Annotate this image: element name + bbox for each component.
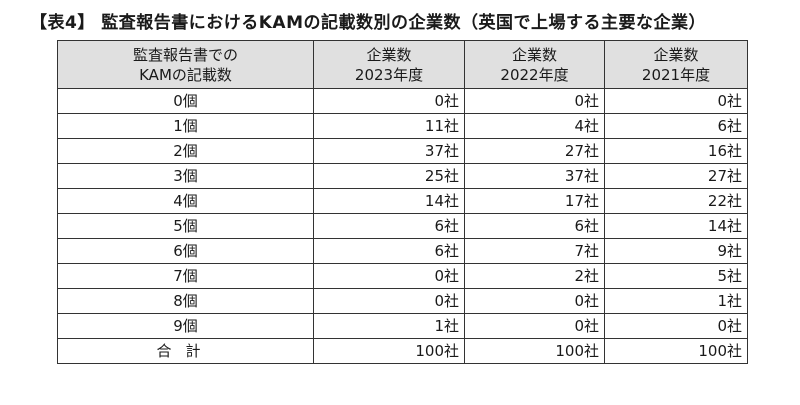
- cell-2021: 6社: [604, 113, 748, 139]
- cell-2022: 17社: [464, 188, 605, 214]
- table-row: 7個 0社 2社 5社: [57, 263, 748, 289]
- row-label: 2個: [57, 138, 314, 164]
- header-2022-line1: 企業数: [511, 45, 557, 64]
- row-label: 9個: [57, 313, 314, 339]
- cell-2022: 2社: [464, 263, 605, 289]
- header-2023: 企業数 2023年度: [313, 40, 465, 89]
- row-label: 8個: [57, 288, 314, 314]
- table-row: 4個 14社 17社 22社: [57, 188, 748, 214]
- header-2023-line1: 企業数: [366, 45, 412, 64]
- cell-2022: 4社: [464, 113, 605, 139]
- cell-2023: 0社: [313, 288, 465, 314]
- cell-2022: 37社: [464, 163, 605, 189]
- header-kam-count: 監査報告書での KAMの記載数: [57, 40, 314, 89]
- table-row: 8個 0社 0社 1社: [57, 288, 748, 314]
- total-row: 合計 100社 100社 100社: [57, 338, 748, 364]
- header-2021-line1: 企業数: [653, 45, 699, 64]
- row-label: 4個: [57, 188, 314, 214]
- total-2022: 100社: [464, 338, 605, 364]
- total-label: 合計: [57, 338, 314, 364]
- cell-2022: 6社: [464, 213, 605, 239]
- cell-2023: 1社: [313, 313, 465, 339]
- cell-2021: 16社: [604, 138, 748, 164]
- table-row: 9個 1社 0社 0社: [57, 313, 748, 339]
- table-row: 6個 6社 7社 9社: [57, 238, 748, 264]
- table-row: 2個 37社 27社 16社: [57, 138, 748, 164]
- header-kam-count-line1: 監査報告書での: [132, 45, 238, 64]
- cell-2023: 0社: [313, 263, 465, 289]
- row-label: 7個: [57, 263, 314, 289]
- total-2023: 100社: [313, 338, 465, 364]
- cell-2021: 14社: [604, 213, 748, 239]
- cell-2021: 9社: [604, 238, 748, 264]
- cell-2021: 27社: [604, 163, 748, 189]
- cell-2023: 11社: [313, 113, 465, 139]
- cell-2022: 0社: [464, 313, 605, 339]
- cell-2023: 6社: [313, 238, 465, 264]
- cell-2021: 1社: [604, 288, 748, 314]
- cell-2023: 0社: [313, 88, 465, 114]
- cell-2022: 0社: [464, 88, 605, 114]
- cell-2021: 5社: [604, 263, 748, 289]
- header-2023-line2: 2023年度: [354, 65, 424, 84]
- cell-2023: 25社: [313, 163, 465, 189]
- row-label: 3個: [57, 163, 314, 189]
- cell-2022: 27社: [464, 138, 605, 164]
- cell-2021: 0社: [604, 313, 748, 339]
- cell-2022: 0社: [464, 288, 605, 314]
- row-label: 1個: [57, 113, 314, 139]
- header-2022: 企業数 2022年度: [464, 40, 605, 89]
- header-row: 監査報告書での KAMの記載数 企業数 2023年度 企業数 2022年度 企業…: [57, 40, 748, 89]
- table-row: 0個 0社 0社 0社: [57, 88, 748, 114]
- header-2022-line2: 2022年度: [500, 65, 569, 84]
- kam-count-table: 監査報告書での KAMの記載数 企業数 2023年度 企業数 2022年度 企業…: [57, 40, 748, 364]
- table-row: 3個 25社 37社 27社: [57, 163, 748, 189]
- table-title: 【表4】 監査報告書におけるKAMの記載数別の企業数（英国で上場する主要な企業）: [30, 13, 706, 33]
- row-label: 0個: [57, 88, 314, 114]
- cell-2023: 6社: [313, 213, 465, 239]
- cell-2021: 22社: [604, 188, 748, 214]
- row-label: 5個: [57, 213, 314, 239]
- header-kam-count-line2: KAMの記載数: [139, 65, 232, 84]
- header-2021: 企業数 2021年度: [604, 40, 748, 89]
- cell-2023: 37社: [313, 138, 465, 164]
- cell-2023: 14社: [313, 188, 465, 214]
- table-row: 5個 6社 6社 14社: [57, 213, 748, 239]
- total-2021: 100社: [604, 338, 748, 364]
- table-row: 1個 11社 4社 6社: [57, 113, 748, 139]
- cell-2021: 0社: [604, 88, 748, 114]
- row-label: 6個: [57, 238, 314, 264]
- header-2021-line2: 2021年度: [641, 65, 711, 84]
- cell-2022: 7社: [464, 238, 605, 264]
